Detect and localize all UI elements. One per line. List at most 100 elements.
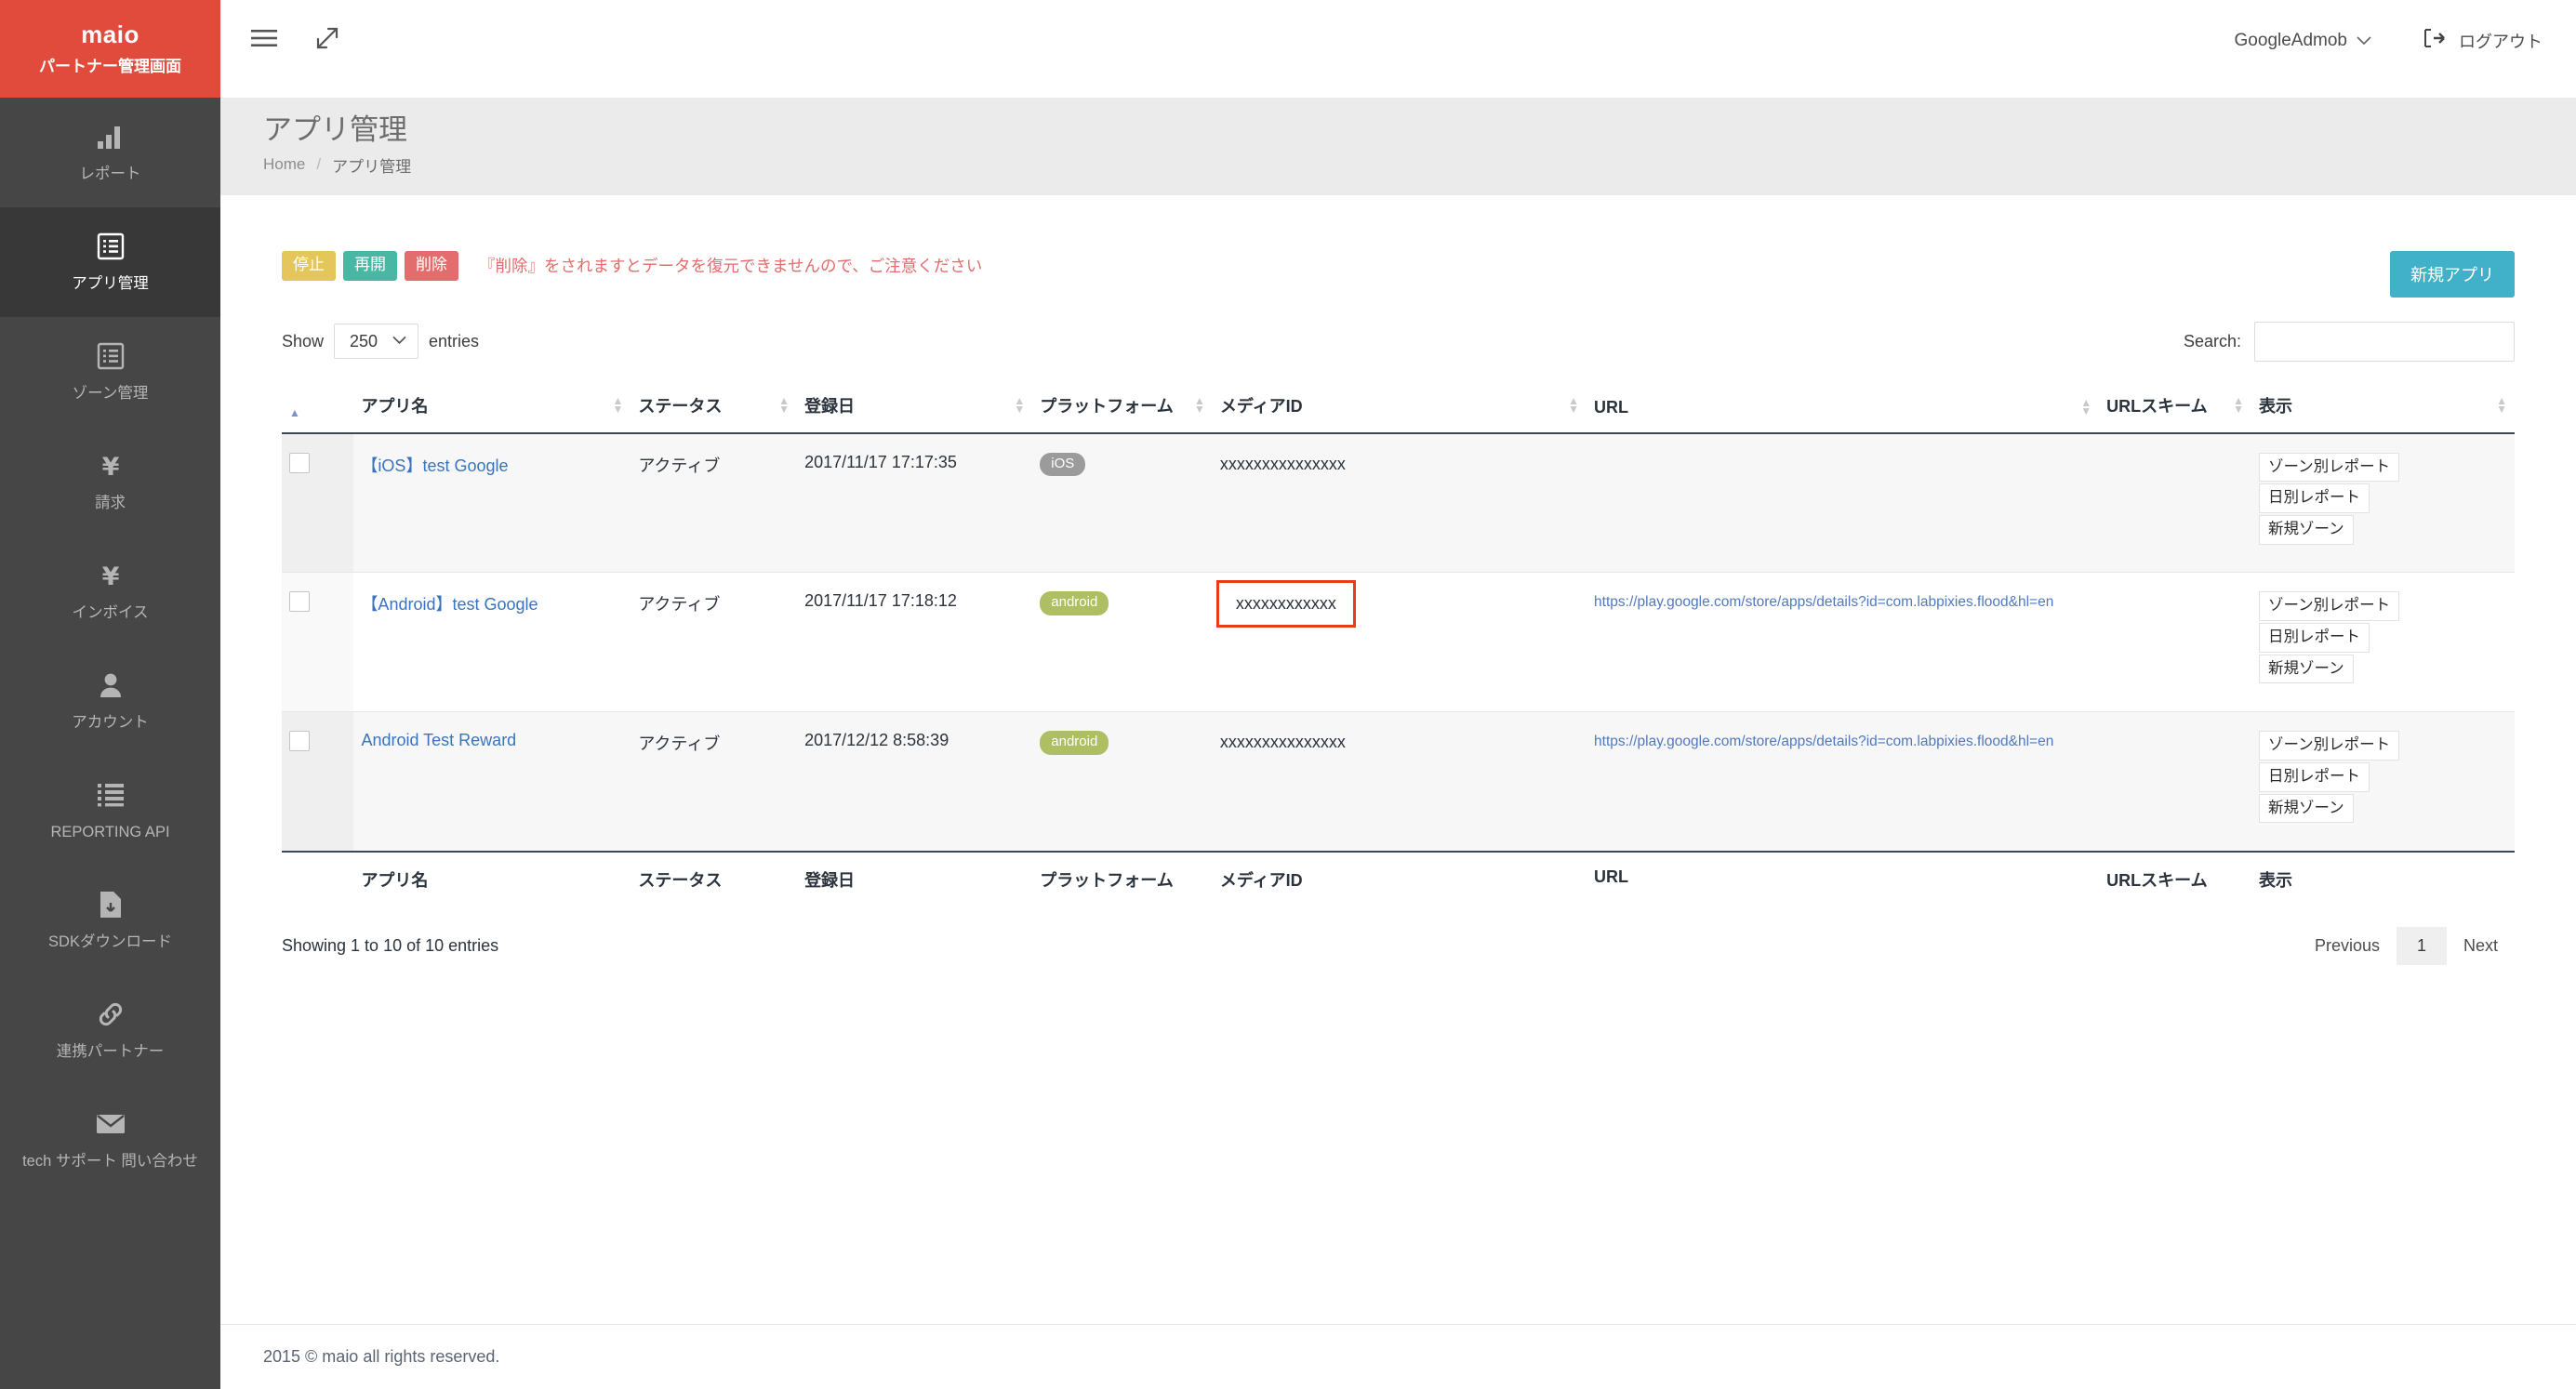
- pagination-page-1[interactable]: 1: [2396, 926, 2447, 965]
- daily-report-button[interactable]: 日別レポート: [2258, 483, 2370, 514]
- app-name-link[interactable]: Android Test Reward: [361, 731, 517, 750]
- sidebar-item-app-management[interactable]: アプリ管理: [0, 207, 220, 317]
- cell-media-id: xxxxxxxxxxxxxxx: [1212, 432, 1587, 574]
- media-id-value: xxxxxxxxxxxxxxx: [1219, 454, 1346, 473]
- breadcrumb-current: アプリ管理: [332, 157, 412, 176]
- apps-table-head: ▲ アプリ名 ▲ ▼ ステータス ▲ ▼ 登録日 ▲ ▼ プラットフォーム ▲ ▼ メディアID…: [282, 381, 2515, 434]
- cell-url-scheme: [2099, 432, 2251, 574]
- pagination-previous[interactable]: Previous: [2298, 927, 2397, 965]
- user-icon: [98, 669, 124, 701]
- th-select-all[interactable]: ▲: [282, 381, 354, 434]
- app-url-link[interactable]: https://play.google.com/store/apps/detai…: [1594, 594, 2054, 611]
- breadcrumb-home[interactable]: Home: [263, 155, 306, 174]
- row-checkbox[interactable]: [289, 731, 310, 752]
- th-status[interactable]: ステータス ▲ ▼: [631, 381, 798, 434]
- list-icon: [97, 779, 125, 811]
- sidebar-item-label: 請求: [95, 494, 126, 511]
- app-name-link[interactable]: 【iOS】test Google: [361, 456, 509, 475]
- page-title: アプリ管理: [263, 113, 407, 146]
- daily-report-button[interactable]: 日別レポート: [2258, 622, 2370, 653]
- row-checkbox[interactable]: [289, 591, 310, 613]
- sort-asc-icon: ▲: [289, 405, 300, 419]
- new-zone-button[interactable]: 新規ゾーン: [2258, 654, 2354, 684]
- row-checkbox[interactable]: [289, 452, 310, 473]
- cell-status: アクティブ: [631, 432, 798, 574]
- page-header: アプリ管理 Home / アプリ管理: [220, 98, 2576, 195]
- zone-report-button[interactable]: ゾーン別レポート: [2258, 731, 2400, 761]
- table-row: Android Test Reward アクティブ 2017/12/12 8:5…: [282, 711, 2515, 853]
- logout-button[interactable]: ログアウト: [2423, 28, 2543, 53]
- sidebar-item-account[interactable]: アカウント: [0, 646, 220, 756]
- sidebar-item-report[interactable]: レポート: [0, 98, 220, 207]
- page-length-select[interactable]: 250: [334, 324, 419, 360]
- cell-platform: iOS: [1032, 432, 1213, 574]
- th-label: ステータス: [638, 396, 723, 416]
- sidebar-item-label: SDKダウンロード: [48, 933, 172, 950]
- sidebar-item-zone-management[interactable]: ゾーン管理: [0, 317, 220, 427]
- sidebar-item-invoice[interactable]: ¥ インボイス: [0, 536, 220, 646]
- pagination: Previous 1 Next: [2298, 926, 2515, 965]
- cell-registered: 2017/11/17 17:17:35: [797, 432, 1033, 574]
- brand-subtitle: パートナー管理画面: [39, 58, 181, 76]
- th-url-scheme[interactable]: URLスキーム ▲ ▼: [2099, 381, 2251, 434]
- table-footer-controls: Showing 1 to 10 of 10 entries Previous 1…: [282, 926, 2515, 978]
- media-id-value: xxxxxxxxxxxxxxx: [1219, 733, 1346, 752]
- tf-platform: プラットフォーム: [1032, 850, 1213, 903]
- cell-url: [1587, 432, 2100, 574]
- sort-icon: ▲ ▼: [1568, 393, 1580, 416]
- cell-media-id: xxxxxxxxxxxxxxx: [1212, 711, 1587, 853]
- resume-button[interactable]: 再開: [343, 250, 397, 281]
- tf-registered: 登録日: [797, 850, 1033, 903]
- entries-label: entries: [429, 331, 480, 351]
- delete-warning-text: 『削除』をされますとデータを復元できませんので、ご注意ください: [479, 257, 983, 276]
- search-input[interactable]: [2254, 321, 2515, 362]
- bar-chart-icon: [97, 121, 125, 152]
- delete-button[interactable]: 削除: [405, 250, 458, 281]
- th-url[interactable]: URL ▲ ▼: [1587, 381, 2100, 434]
- new-zone-button[interactable]: 新規ゾーン: [2258, 515, 2354, 545]
- apps-panel: 停止 再開 削除 『削除』をされますとデータを復元できませんので、ご注意ください…: [258, 232, 2539, 978]
- th-platform[interactable]: プラットフォーム ▲ ▼: [1032, 381, 1213, 434]
- daily-report-button[interactable]: 日別レポート: [2258, 761, 2370, 792]
- list-alt-icon: [97, 231, 125, 262]
- brand-block: maio パートナー管理画面: [0, 0, 220, 98]
- th-media-id[interactable]: メディアID ▲ ▼: [1212, 381, 1587, 434]
- file-download-icon: [99, 889, 123, 920]
- search-label: Search:: [2183, 331, 2241, 351]
- cell-url: https://play.google.com/store/apps/detai…: [1587, 711, 2100, 853]
- search-control: Search:: [2183, 321, 2515, 362]
- table-header-row: ▲ アプリ名 ▲ ▼ ステータス ▲ ▼ 登録日 ▲ ▼ プラットフォーム ▲ ▼ メディアID…: [282, 381, 2515, 434]
- sidebar-item-tech-support[interactable]: tech サポート 問い合わせ: [0, 1085, 220, 1195]
- yen-icon: ¥: [98, 450, 124, 482]
- sort-icon: ▲ ▼: [2496, 393, 2507, 416]
- stop-button[interactable]: 停止: [282, 250, 336, 281]
- user-menu[interactable]: GoogleAdmob: [2235, 31, 2371, 51]
- th-registered[interactable]: 登録日 ▲ ▼: [797, 381, 1033, 434]
- table-row: 【iOS】test Google アクティブ 2017/11/17 17:17:…: [282, 432, 2515, 574]
- cell-platform: android: [1032, 572, 1213, 713]
- app-url-link[interactable]: https://play.google.com/store/apps/detai…: [1594, 734, 2054, 750]
- zone-report-button[interactable]: ゾーン別レポート: [2258, 591, 2400, 621]
- user-menu-label: GoogleAdmob: [2234, 30, 2347, 50]
- app-name-link[interactable]: 【Android】test Google: [361, 595, 538, 615]
- th-display[interactable]: 表示 ▲ ▼: [2251, 381, 2515, 434]
- th-label: アプリ名: [361, 396, 429, 416]
- hamburger-icon[interactable]: [248, 24, 280, 52]
- sidebar-item-billing[interactable]: ¥ 請求: [0, 427, 220, 536]
- sidebar-item-sdk-download[interactable]: SDKダウンロード: [0, 866, 220, 975]
- sidebar-item-partners[interactable]: 連携パートナー: [0, 975, 220, 1085]
- sidebar-item-label: アカウント: [72, 713, 149, 731]
- zone-report-button[interactable]: ゾーン別レポート: [2258, 452, 2400, 483]
- row-action-group: ゾーン別レポート 日別レポート 新規ゾーン: [2258, 591, 2507, 684]
- row-action-group: ゾーン別レポート 日別レポート 新規ゾーン: [2258, 452, 2507, 545]
- show-entries-control: Show 250 entries: [282, 324, 480, 360]
- new-zone-button[interactable]: 新規ゾーン: [2258, 793, 2354, 824]
- new-app-button[interactable]: 新規アプリ: [2390, 250, 2515, 298]
- sidebar-item-reporting-api[interactable]: REPORTING API: [0, 756, 220, 866]
- expand-arrows-icon[interactable]: [312, 24, 343, 52]
- th-app-name[interactable]: アプリ名 ▲ ▼: [353, 381, 631, 434]
- pagination-next[interactable]: Next: [2447, 927, 2515, 965]
- th-label: URL: [1594, 397, 1629, 417]
- cell-platform: android: [1032, 711, 1213, 853]
